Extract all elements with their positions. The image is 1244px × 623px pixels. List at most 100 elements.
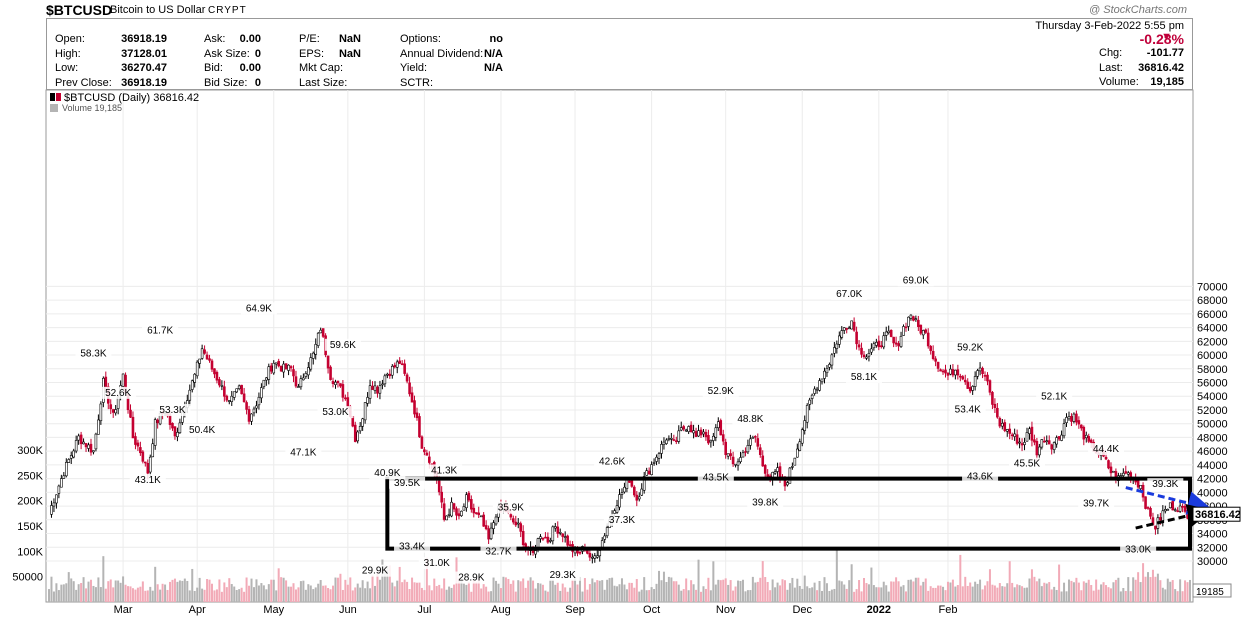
candle-body xyxy=(136,442,140,447)
candle-body xyxy=(694,431,698,437)
x-tick-label: Dec xyxy=(792,604,812,616)
annotation-bg xyxy=(324,338,361,351)
candle-body xyxy=(176,432,179,438)
candle-body xyxy=(954,369,957,376)
candle-body xyxy=(758,447,762,455)
volume-legend-icon xyxy=(50,104,58,112)
volume-bar xyxy=(512,580,515,602)
last-volume-tag-box xyxy=(1192,583,1232,598)
candle-body xyxy=(813,388,816,394)
candle-body xyxy=(707,435,710,444)
volume-bar xyxy=(756,581,759,602)
candle-body xyxy=(657,453,661,459)
candle-body xyxy=(628,480,631,483)
volume-bar xyxy=(907,579,910,602)
x-tick-label: Jul xyxy=(417,604,431,616)
quote-value: 0 xyxy=(254,76,261,89)
volume-bar xyxy=(1169,581,1172,602)
volume-bar xyxy=(655,583,658,602)
volume-bar xyxy=(411,577,414,602)
quote-label: EPS: xyxy=(299,47,325,60)
volume-bar xyxy=(1151,569,1154,602)
volume-bar xyxy=(1013,587,1016,602)
volume-bar xyxy=(280,577,283,602)
candle-body xyxy=(405,374,409,382)
quote-label: High: xyxy=(55,47,81,60)
candle-body xyxy=(440,491,443,503)
candle-body xyxy=(921,330,925,336)
x-tick-label: May xyxy=(263,604,284,616)
volume-bar xyxy=(1040,586,1043,602)
volume-bar xyxy=(141,581,144,602)
candle-body xyxy=(203,349,206,354)
volume-bar xyxy=(662,571,665,602)
volume-bar xyxy=(788,583,791,602)
change-percent: -0.28% xyxy=(1139,31,1184,47)
volume-bar xyxy=(371,575,374,602)
candle-body xyxy=(230,395,234,402)
volume-bar xyxy=(821,590,824,602)
candle-body xyxy=(591,556,594,559)
volume-bar xyxy=(1092,590,1095,602)
candle-body xyxy=(287,364,290,371)
volume-bar xyxy=(971,586,974,602)
volume-bar xyxy=(660,580,663,602)
volume-bar xyxy=(946,581,949,602)
volume-bar xyxy=(136,587,139,602)
volume-bar xyxy=(700,591,702,602)
price-annotation: 58.3K xyxy=(80,349,106,360)
candle-body xyxy=(410,392,414,403)
candle-body xyxy=(598,550,602,557)
volume-bar xyxy=(1072,582,1075,602)
volume-bar xyxy=(341,589,344,602)
candle-body xyxy=(1015,434,1019,444)
volume-bar xyxy=(255,579,258,602)
candle-body xyxy=(847,327,851,330)
volume-bar xyxy=(1001,586,1004,602)
volume-bar xyxy=(601,580,604,602)
volume-bar xyxy=(1156,573,1159,602)
volume-bar xyxy=(719,580,722,602)
candle-body xyxy=(329,366,332,380)
volume-bar xyxy=(919,585,922,602)
candle-body xyxy=(546,536,550,543)
candle-body xyxy=(613,510,616,514)
candle-body xyxy=(1109,466,1113,474)
candle-body xyxy=(976,370,979,377)
volume-bar xyxy=(667,576,670,602)
candle-body xyxy=(1084,434,1088,439)
volume-bar xyxy=(808,588,811,602)
volume-bar xyxy=(267,584,270,602)
price-annotation: 29.3K xyxy=(550,570,576,581)
candle-body xyxy=(1112,470,1115,473)
candle-body xyxy=(437,480,441,493)
price-annotation: 39.8K xyxy=(752,498,778,509)
quote-label: Prev Close: xyxy=(55,76,112,89)
volume-bar xyxy=(235,589,238,602)
quote-label: P/E: xyxy=(299,33,320,45)
volume-bar xyxy=(754,582,757,602)
price-annotation: 43.1K xyxy=(135,475,161,486)
candle-body xyxy=(1082,426,1086,440)
candle-body xyxy=(889,329,893,337)
volume-bar xyxy=(124,584,127,602)
annotation-bg xyxy=(1147,478,1184,491)
volume-bar xyxy=(225,587,228,602)
annotation-bg xyxy=(285,446,322,459)
volume-bar xyxy=(1117,577,1120,602)
candle-body xyxy=(825,368,829,374)
candle-body xyxy=(462,506,466,511)
y-tick-label: 30000 xyxy=(1197,556,1228,568)
candle-body xyxy=(131,416,135,439)
quote-label: Ask Size: xyxy=(204,47,250,60)
quote-value: 19,185 xyxy=(1150,76,1184,88)
candle-body xyxy=(677,430,681,442)
volume-bar xyxy=(60,584,63,602)
volume-bar xyxy=(677,584,680,602)
candle-body xyxy=(67,459,71,463)
volume-bar xyxy=(250,578,253,602)
volume-bar xyxy=(769,590,772,602)
candle-body xyxy=(650,464,653,475)
volume-bar xyxy=(858,580,861,602)
candle-body xyxy=(89,443,93,453)
